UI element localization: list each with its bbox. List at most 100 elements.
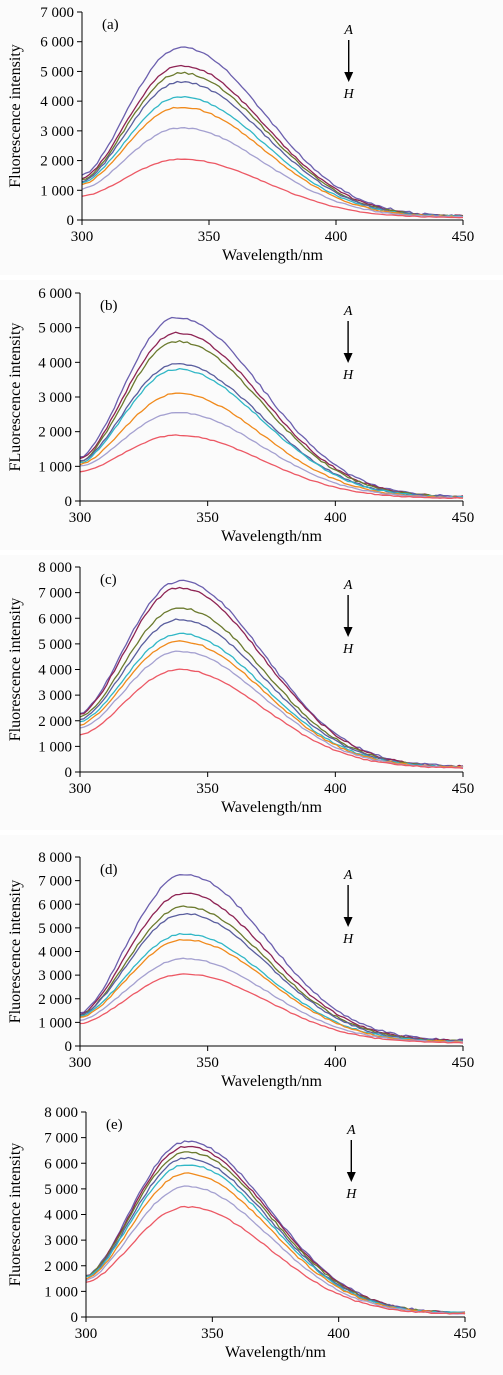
x-tick-label: 400 [325, 229, 348, 245]
y-tick-label: 5 000 [38, 321, 72, 337]
panel-background [0, 835, 503, 1110]
y-tick-label: 1 000 [38, 459, 72, 475]
panel-background [0, 1100, 503, 1375]
x-axis-title: Wavelength/nm [222, 247, 323, 264]
series-line-B [81, 64, 464, 218]
series-line-F [79, 640, 463, 768]
series-line-G [81, 127, 464, 218]
series-line-F [81, 106, 464, 218]
series-line-B [79, 586, 464, 768]
y-tick-label: 2 000 [38, 425, 72, 441]
annotation-arrow-head [343, 917, 353, 927]
annotation-arrow-head [343, 627, 353, 637]
series-line-C [79, 607, 464, 768]
series-line-H [79, 668, 464, 769]
y-tick-label: 1 000 [38, 1015, 72, 1031]
y-tick-label: 1 000 [44, 1284, 78, 1300]
x-tick-label: 400 [324, 510, 347, 526]
series-line-A [79, 874, 463, 1042]
annotation-top-label: A [343, 304, 353, 319]
panel-background [0, 555, 503, 830]
chart-panel-2: 300 350 400 450 0 1 000 2 000 3 000 4 000 5 000 6 … [0, 280, 503, 550]
x-tick-label: 350 [196, 1055, 219, 1071]
y-tick-label: 6 000 [40, 35, 74, 51]
y-tick-label: 6 000 [38, 611, 72, 627]
x-tick-label: 350 [196, 510, 219, 526]
panel-label: (a) [102, 17, 119, 33]
y-tick-label: 3 000 [38, 968, 72, 984]
annotation-bottom-label: H [342, 642, 354, 657]
y-tick-label: 3 000 [44, 1233, 78, 1249]
x-axis-title: Wavelength/nm [221, 799, 322, 816]
annotation-top-label: A [343, 23, 353, 38]
y-tick-label: 1 000 [40, 183, 74, 199]
y-tick-label: 0 [71, 1310, 79, 1326]
y-tick-label: 8 000 [44, 1105, 78, 1121]
y-axis-title: Fluorescence intensity [7, 880, 24, 1024]
y-tick-label: 2 000 [38, 992, 72, 1008]
y-tick-label: 5 000 [38, 637, 72, 653]
series-line-G [85, 1185, 466, 1315]
x-tick-label: 400 [324, 1055, 347, 1071]
x-tick-label: 300 [69, 510, 92, 526]
y-tick-label: 0 [67, 213, 75, 229]
y-tick-label: 6 000 [38, 897, 72, 913]
x-tick-label: 350 [196, 781, 219, 797]
panel-label: (c) [100, 572, 117, 588]
series-line-A [79, 316, 464, 498]
series-line-H [81, 158, 464, 219]
series-line-E [79, 367, 464, 499]
y-tick-label: 2 000 [38, 714, 72, 730]
y-tick-label: 7 000 [40, 5, 74, 21]
x-tick-label: 300 [75, 1326, 98, 1342]
x-tick-label: 450 [452, 781, 475, 797]
panel-label: (d) [100, 862, 118, 878]
annotation-arrow-head [343, 353, 353, 363]
x-tick-label: 300 [69, 1055, 92, 1071]
series-line-H [85, 1205, 466, 1315]
y-tick-label: 0 [65, 765, 73, 781]
y-tick-label: 5 000 [44, 1182, 78, 1198]
x-tick-label: 350 [201, 1326, 224, 1342]
y-axis-title: Fluorescence intensity [7, 1143, 24, 1287]
annotation-top-label: A [343, 868, 353, 883]
chart-panel-1: 300 350 400 450 0 1 000 2 000 3 000 4 000 5 000 6 … [0, 0, 503, 275]
chart-panel-3: 300 350 400 450 0 1 000 2 000 3 000 4 000 5 000 6 … [0, 555, 503, 830]
x-tick-label: 400 [324, 781, 347, 797]
panel-label: (b) [100, 298, 118, 314]
y-tick-label: 5 000 [40, 64, 74, 80]
y-tick-label: 4 000 [38, 663, 72, 679]
annotation-top-label: A [346, 1123, 356, 1138]
series-line-C [81, 71, 464, 218]
panel-label: (e) [106, 1117, 123, 1133]
x-tick-label: 450 [454, 1326, 477, 1342]
annotation-bottom-label: H [342, 932, 354, 947]
y-tick-label: 8 000 [38, 850, 72, 866]
x-tick-label: 450 [452, 229, 475, 245]
y-tick-label: 7 000 [44, 1131, 78, 1147]
y-tick-label: 6 000 [44, 1156, 78, 1172]
x-tick-label: 450 [452, 1055, 475, 1071]
panel-background [0, 280, 503, 550]
y-tick-label: 5 000 [38, 921, 72, 937]
y-tick-label: 6 000 [38, 286, 72, 302]
series-line-H [79, 434, 464, 500]
x-tick-label: 400 [327, 1326, 350, 1342]
series-line-G [79, 412, 464, 499]
y-tick-label: 4 000 [38, 355, 72, 371]
series-line-D [85, 1156, 466, 1315]
y-tick-label: 8 000 [38, 560, 72, 576]
y-tick-label: 4 000 [38, 945, 72, 961]
annotation-arrow-head [344, 72, 354, 82]
series-line-F [79, 392, 464, 499]
x-tick-label: 300 [69, 781, 92, 797]
annotation-bottom-label: H [343, 87, 355, 102]
x-axis-title: Wavelength/nm [221, 1073, 322, 1090]
panel-background [0, 0, 503, 275]
y-tick-label: 4 000 [44, 1208, 78, 1224]
y-tick-label: 7 000 [38, 874, 72, 890]
y-axis-title: FLuorescence intensity [7, 323, 24, 472]
annotation-top-label: A [343, 578, 353, 593]
chart-panel-5: 300 350 400 450 0 1 000 2 000 3 000 4 000 5 000 6 … [0, 1100, 503, 1375]
